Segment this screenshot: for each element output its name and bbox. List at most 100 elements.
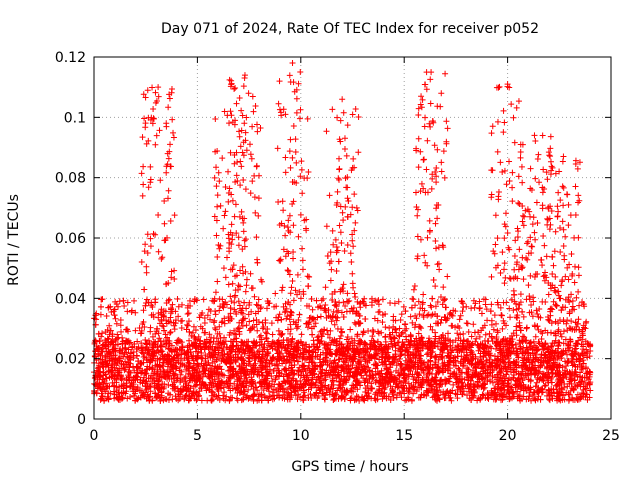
- data-point: [547, 356, 554, 363]
- data-point: [231, 213, 238, 220]
- data-point: [509, 389, 516, 396]
- data-point: [223, 378, 230, 385]
- data-point: [348, 388, 355, 395]
- data-point: [96, 338, 103, 345]
- data-point: [104, 353, 111, 360]
- data-point: [582, 338, 589, 345]
- data-point: [175, 313, 182, 320]
- data-point: [293, 109, 300, 116]
- data-point: [93, 342, 100, 349]
- data-point: [225, 168, 232, 175]
- data-point: [311, 391, 318, 398]
- data-point: [196, 314, 203, 321]
- data-point: [190, 383, 197, 390]
- data-point: [536, 368, 543, 375]
- data-point: [376, 308, 383, 315]
- data-point: [362, 302, 369, 309]
- data-point: [284, 313, 291, 320]
- data-point: [438, 376, 445, 383]
- data-point: [182, 393, 189, 400]
- data-point: [454, 323, 461, 330]
- data-point: [313, 297, 320, 304]
- data-point: [94, 376, 101, 383]
- data-point: [454, 342, 461, 349]
- data-point: [268, 343, 275, 350]
- data-point: [403, 345, 410, 352]
- data-point: [392, 317, 399, 324]
- data-point: [351, 374, 358, 381]
- data-point: [555, 189, 562, 196]
- data-point: [482, 301, 489, 308]
- data-point: [560, 340, 567, 347]
- data-point: [281, 309, 288, 316]
- data-point: [157, 177, 164, 184]
- data-point: [345, 346, 352, 353]
- data-point: [226, 372, 233, 379]
- data-point: [482, 296, 489, 303]
- data-point: [500, 380, 507, 387]
- data-point: [128, 308, 135, 315]
- data-point: [530, 354, 537, 361]
- data-point: [221, 372, 228, 379]
- data-point: [168, 274, 175, 281]
- data-point: [364, 359, 371, 366]
- data-point: [447, 389, 454, 396]
- data-point: [264, 346, 271, 353]
- data-point: [571, 279, 578, 286]
- data-point: [191, 298, 198, 305]
- data-point: [334, 346, 341, 353]
- data-point: [497, 270, 504, 277]
- data-point: [276, 356, 283, 363]
- data-point: [420, 370, 427, 377]
- data-point: [469, 340, 476, 347]
- data-point: [501, 359, 508, 366]
- data-point: [127, 339, 134, 346]
- data-point: [559, 374, 566, 381]
- data-point: [281, 395, 288, 402]
- data-point: [468, 356, 475, 363]
- data-point: [166, 341, 173, 348]
- data-point: [317, 313, 324, 320]
- data-point: [479, 324, 486, 331]
- data-point: [395, 383, 402, 390]
- data-point: [355, 349, 362, 356]
- data-point: [286, 271, 293, 278]
- data-point: [243, 322, 250, 329]
- data-point: [424, 371, 431, 378]
- data-point: [224, 358, 231, 365]
- data-point: [338, 393, 345, 400]
- data-point: [315, 384, 322, 391]
- data-point: [103, 339, 110, 346]
- data-point: [508, 386, 515, 393]
- data-point: [321, 395, 328, 402]
- data-point: [116, 369, 123, 376]
- data-point: [271, 362, 278, 369]
- data-point: [358, 338, 365, 345]
- data-point: [326, 357, 333, 364]
- data-point: [235, 345, 242, 352]
- data-point: [568, 318, 575, 325]
- data-point: [518, 382, 525, 389]
- data-point: [245, 358, 252, 365]
- data-point: [305, 283, 312, 290]
- data-point: [309, 374, 316, 381]
- data-point: [218, 319, 225, 326]
- data-point: [333, 309, 340, 316]
- data-point: [474, 378, 481, 385]
- data-point: [527, 339, 534, 346]
- data-point: [157, 338, 164, 345]
- data-point: [584, 354, 591, 361]
- data-point: [552, 318, 559, 325]
- data-point: [269, 331, 276, 338]
- data-point: [267, 343, 274, 350]
- data-point: [263, 305, 270, 312]
- data-point: [448, 397, 455, 404]
- data-point: [167, 346, 174, 353]
- data-point: [278, 316, 285, 323]
- data-point: [337, 229, 344, 236]
- data-point: [389, 344, 396, 351]
- data-point: [379, 296, 386, 303]
- data-point: [418, 366, 425, 373]
- data-point: [370, 328, 377, 335]
- data-point: [197, 337, 204, 344]
